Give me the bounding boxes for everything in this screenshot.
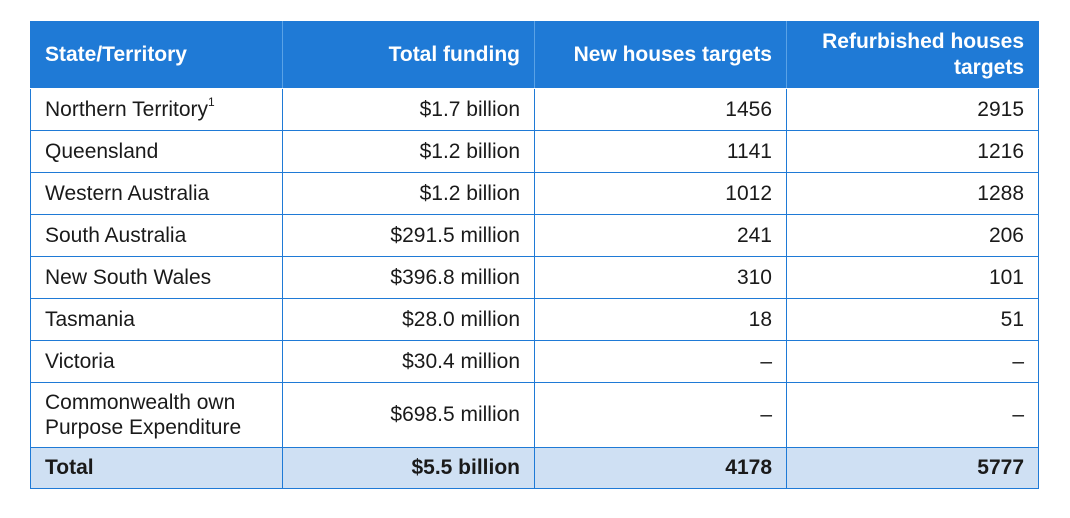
table-row: Queensland $1.2 billion 1141 1216 [30, 130, 1039, 173]
table-row: Victoria $30.4 million – – [30, 340, 1039, 383]
funding-cell: $1.7 billion [282, 88, 535, 131]
state-cell: Northern Territory1 [30, 88, 283, 131]
new-houses-cell: – [534, 340, 787, 383]
new-houses-cell: 1012 [534, 172, 787, 215]
new-houses-cell: 241 [534, 214, 787, 257]
header-new-houses-targets: New houses targets [534, 21, 787, 89]
refurbished-houses-cell: 101 [786, 256, 1039, 299]
funding-cell: $1.2 billion [282, 172, 535, 215]
state-cell: Queensland [30, 130, 283, 173]
refurbished-houses-cell: 206 [786, 214, 1039, 257]
table-row: Western Australia $1.2 billion 1012 1288 [30, 172, 1039, 215]
funding-cell: $396.8 million [282, 256, 535, 299]
header-refurbished-houses-targets: Refurbished houses targets [786, 21, 1039, 89]
funding-cell: $291.5 million [282, 214, 535, 257]
header-row: State/Territory Total funding New houses… [30, 21, 1039, 89]
new-houses-cell: 1456 [534, 88, 787, 131]
new-houses-cell: 310 [534, 256, 787, 299]
new-houses-cell: – [534, 382, 787, 448]
refurbished-houses-cell: 1216 [786, 130, 1039, 173]
refurbished-houses-cell: 1288 [786, 172, 1039, 215]
refurbished-houses-cell: – [786, 382, 1039, 448]
table-row: New South Wales $396.8 million 310 101 [30, 256, 1039, 299]
total-funding-cell: $5.5 billion [282, 447, 535, 489]
table-row: Northern Territory1 $1.7 billion 1456 29… [30, 88, 1039, 131]
refurbished-houses-cell: 2915 [786, 88, 1039, 131]
state-cell: Victoria [30, 340, 283, 383]
refurbished-houses-cell: – [786, 340, 1039, 383]
table-row: Commonwealth own Purpose Expenditure $69… [30, 382, 1039, 448]
state-cell: Tasmania [30, 298, 283, 341]
total-refurbished-houses-cell: 5777 [786, 447, 1039, 489]
new-houses-cell: 1141 [534, 130, 787, 173]
funding-cell: $698.5 million [282, 382, 535, 448]
state-cell: New South Wales [30, 256, 283, 299]
state-cell: Western Australia [30, 172, 283, 215]
footnote-marker: 1 [208, 94, 215, 109]
funding-cell: $1.2 billion [282, 130, 535, 173]
funding-cell: $30.4 million [282, 340, 535, 383]
header-total-funding: Total funding [282, 21, 535, 89]
new-houses-cell: 18 [534, 298, 787, 341]
state-cell: South Australia [30, 214, 283, 257]
table-row: Tasmania $28.0 million 18 51 [30, 298, 1039, 341]
total-label: Total [30, 447, 283, 489]
funding-cell: $28.0 million [282, 298, 535, 341]
state-name: Northern Territory [45, 97, 208, 121]
state-cell: Commonwealth own Purpose Expenditure [30, 382, 283, 448]
header-state: State/Territory [30, 21, 283, 89]
refurbished-houses-cell: 51 [786, 298, 1039, 341]
funding-table: State/Territory Total funding New houses… [30, 21, 1039, 489]
table-row: South Australia $291.5 million 241 206 [30, 214, 1039, 257]
total-row: Total $5.5 billion 4178 5777 [30, 447, 1039, 489]
total-new-houses-cell: 4178 [534, 447, 787, 489]
